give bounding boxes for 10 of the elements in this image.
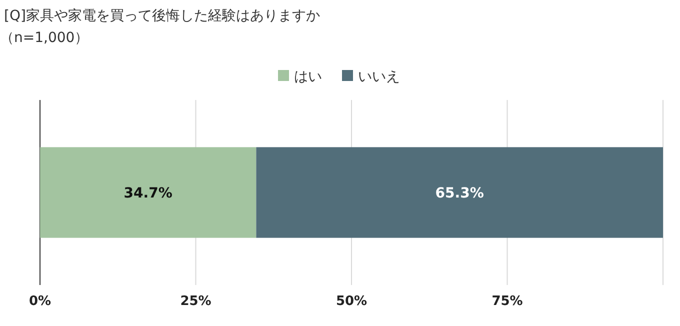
x-tick-label: 50%	[336, 294, 368, 309]
x-tick-label: 75%	[492, 294, 523, 309]
legend-label: はい	[294, 69, 322, 85]
chart-subtitle: （n=1,000）	[0, 30, 89, 46]
x-tick-label: 25%	[180, 294, 212, 309]
x-tick-label: 0%	[28, 294, 52, 309]
data-label: 65.3%	[435, 186, 484, 202]
data-label: 34.7%	[124, 186, 172, 202]
legend-label: いいえ	[358, 69, 400, 85]
chart-title: [Q]家具や家電を買って後悔した経験はありますか	[4, 8, 320, 24]
